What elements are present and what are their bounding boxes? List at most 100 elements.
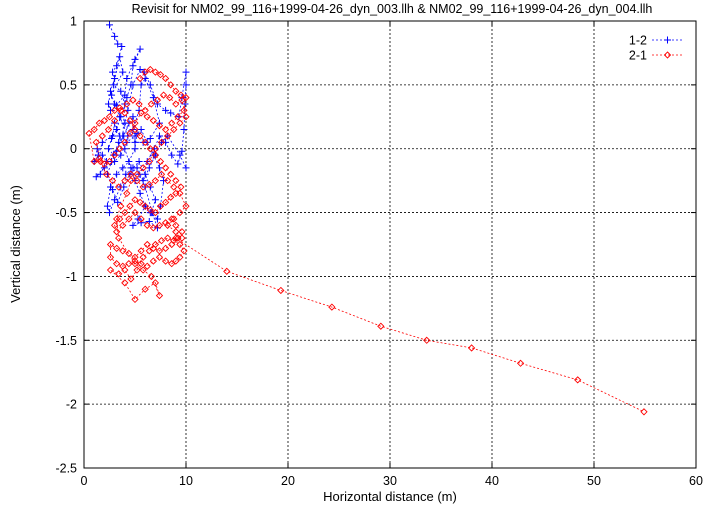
data-point bbox=[151, 240, 160, 249]
data-point bbox=[178, 147, 186, 155]
data-point bbox=[113, 62, 121, 70]
data-point bbox=[640, 408, 648, 416]
data-point bbox=[164, 132, 172, 140]
data-point bbox=[104, 125, 113, 134]
data-point bbox=[121, 266, 129, 274]
data-point bbox=[136, 132, 144, 140]
data-point bbox=[467, 344, 476, 352]
y-axis: -2.5 -2 -1.5 -1 -0.5 0 0.5 1 bbox=[55, 15, 696, 476]
data-point bbox=[90, 157, 98, 166]
data-point bbox=[139, 266, 147, 274]
data-point bbox=[115, 234, 123, 242]
data-point bbox=[168, 215, 176, 223]
data-point bbox=[172, 257, 180, 265]
data-point bbox=[102, 170, 111, 178]
data-point bbox=[121, 177, 129, 185]
series-1-2 bbox=[90, 21, 190, 232]
data-point bbox=[170, 237, 178, 245]
x-axis-label: Horizontal distance (m) bbox=[323, 489, 457, 504]
data-point bbox=[141, 285, 149, 293]
data-point bbox=[135, 157, 143, 165]
chart-title: Revisit for NM02_99_116+1999-04-26_dyn_0… bbox=[132, 2, 653, 16]
data-point bbox=[123, 189, 131, 198]
data-point bbox=[168, 119, 176, 127]
data-point bbox=[141, 68, 149, 76]
data-point bbox=[157, 170, 166, 178]
data-point bbox=[151, 145, 160, 153]
data-point bbox=[106, 266, 115, 274]
data-point bbox=[127, 275, 135, 283]
data-point bbox=[164, 221, 172, 229]
data-point bbox=[96, 170, 104, 178]
data-point bbox=[129, 221, 137, 229]
data-point bbox=[174, 113, 182, 121]
data-point bbox=[92, 138, 100, 146]
data-point bbox=[155, 132, 163, 140]
data-point bbox=[105, 113, 114, 121]
data-point bbox=[133, 164, 141, 172]
data-point bbox=[141, 202, 149, 210]
data-point bbox=[151, 151, 159, 159]
data-point bbox=[145, 164, 153, 172]
data-point bbox=[141, 106, 149, 115]
data-point bbox=[156, 157, 165, 166]
data-point bbox=[516, 359, 525, 367]
data-point bbox=[131, 125, 139, 134]
data-point bbox=[98, 132, 106, 140]
data-point bbox=[125, 249, 133, 258]
data-point bbox=[118, 43, 126, 51]
data-point bbox=[117, 202, 125, 210]
data-point bbox=[106, 209, 113, 217]
x-axis: 0 10 20 30 40 50 60 bbox=[81, 21, 703, 488]
series-line bbox=[88, 69, 645, 413]
data-point bbox=[119, 164, 127, 172]
data-point bbox=[161, 74, 170, 83]
data-point bbox=[146, 134, 154, 142]
data-point bbox=[93, 145, 101, 153]
data-point bbox=[111, 32, 119, 40]
data-point bbox=[160, 177, 168, 185]
data-point bbox=[119, 132, 127, 140]
data-point bbox=[182, 113, 190, 121]
data-point bbox=[178, 228, 186, 236]
data-point bbox=[149, 224, 157, 232]
x-tick-label: 60 bbox=[689, 474, 703, 488]
data-point bbox=[121, 119, 129, 127]
data-point bbox=[170, 215, 178, 223]
data-point bbox=[136, 189, 144, 197]
grid bbox=[84, 21, 696, 468]
legend: 1-22-1 bbox=[629, 34, 683, 63]
data-point bbox=[167, 170, 175, 178]
data-point bbox=[143, 221, 151, 229]
data-point bbox=[131, 295, 139, 304]
data-point bbox=[110, 81, 118, 89]
data-point bbox=[107, 87, 115, 95]
data-point bbox=[151, 279, 160, 287]
data-point bbox=[103, 202, 111, 210]
data-point bbox=[121, 138, 129, 146]
data-point bbox=[98, 138, 106, 146]
y-tick-label: 1 bbox=[70, 15, 77, 29]
data-point bbox=[126, 116, 134, 125]
data-point bbox=[110, 116, 119, 125]
data-point bbox=[174, 160, 182, 168]
data-point bbox=[178, 234, 186, 242]
data-point bbox=[129, 113, 137, 121]
data-point bbox=[141, 202, 149, 210]
data-point bbox=[157, 202, 164, 210]
data-point bbox=[153, 100, 161, 108]
data-point bbox=[161, 198, 170, 206]
data-point bbox=[166, 93, 174, 102]
data-point bbox=[170, 125, 178, 134]
data-point bbox=[115, 183, 123, 191]
data-point bbox=[121, 279, 129, 287]
data-point bbox=[111, 74, 119, 82]
data-point bbox=[119, 68, 127, 76]
data-point bbox=[117, 106, 125, 115]
data-point bbox=[143, 262, 151, 270]
series-2-1 bbox=[85, 65, 648, 416]
data-point bbox=[141, 170, 149, 178]
data-point bbox=[139, 183, 147, 191]
data-point bbox=[277, 286, 285, 295]
